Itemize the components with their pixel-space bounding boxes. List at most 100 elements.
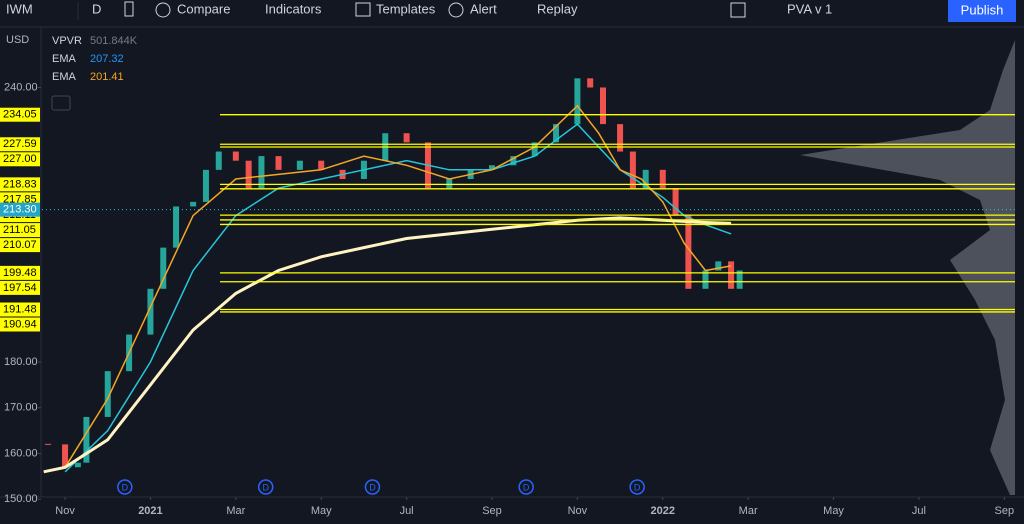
legend-name: EMA: [52, 53, 77, 65]
layout-name[interactable]: PVA v 1: [787, 1, 832, 16]
publish-label[interactable]: Publish: [961, 2, 1004, 17]
compare-icon[interactable]: [155, 2, 171, 18]
dividend-label: D: [262, 482, 269, 492]
interval[interactable]: D: [92, 1, 101, 16]
level-label-bg: [0, 302, 40, 317]
candle: [232, 151, 239, 161]
alert-icon[interactable]: [448, 2, 464, 18]
level-label: 217.85: [3, 193, 37, 205]
candle: [659, 169, 666, 189]
candle: [702, 270, 709, 289]
candle: [147, 288, 154, 335]
volume-profile: [800, 40, 1015, 495]
level-label-bg: [0, 238, 40, 253]
dividend-marker: [257, 479, 274, 495]
y-tick-label: 160.00: [4, 447, 38, 459]
candle: [629, 151, 636, 189]
level-label-bg: [0, 137, 40, 152]
candle: [318, 160, 325, 170]
y-tick-label: 180.00: [4, 356, 38, 368]
candle: [62, 444, 69, 468]
candle: [173, 206, 180, 248]
candle-icon[interactable]: [124, 1, 134, 17]
templates-icon[interactable]: [355, 2, 371, 17]
candle: [685, 215, 692, 289]
candle: [531, 142, 538, 157]
dividend-marker: [117, 479, 133, 495]
x-tick-label: Jul: [912, 505, 926, 517]
last-price-bg: [0, 202, 40, 217]
level-label: 191.48: [3, 303, 37, 315]
level-label-bg: [0, 223, 40, 238]
candle: [258, 156, 265, 189]
level-label: 218.83: [3, 178, 37, 190]
x-tick-label: Sep: [995, 505, 1015, 517]
legend-name: VPVR: [52, 35, 82, 47]
candle: [296, 160, 303, 170]
level-label: 199.48: [3, 267, 37, 279]
candle: [510, 156, 517, 166]
symbol[interactable]: IWM: [6, 1, 33, 16]
select-icon[interactable]: [730, 2, 746, 18]
x-tick-label: Sep: [482, 505, 502, 517]
dividend-label: D: [369, 482, 376, 492]
legend-value: 207.32: [90, 53, 124, 65]
candle: [215, 151, 222, 170]
level-label-bg: [0, 317, 40, 332]
candle: [446, 178, 453, 189]
x-tick-label: Nov: [55, 505, 75, 517]
level-label: 197.54: [3, 282, 37, 294]
candle: [672, 188, 679, 216]
y-tick-label: 240.00: [4, 81, 38, 93]
x-tick-label: May: [311, 505, 332, 517]
templates[interactable]: Templates: [376, 1, 436, 16]
dividend-label: D: [634, 482, 641, 492]
candle: [715, 261, 722, 271]
level-label-bg: [0, 177, 40, 192]
x-tick-label: 2022: [651, 505, 675, 517]
collapse-button[interactable]: [51, 95, 71, 111]
candle: [160, 247, 167, 289]
candle: [574, 78, 581, 125]
x-tick-label: May: [823, 505, 844, 517]
candle: [736, 270, 743, 289]
candle: [403, 133, 410, 143]
candle: [190, 201, 197, 207]
candle: [617, 124, 624, 152]
x-tick-label: Nov: [568, 505, 588, 517]
toolbar-bg: [0, 0, 1024, 27]
candle: [728, 261, 735, 289]
candle: [553, 124, 560, 143]
level-label-bg: [0, 152, 40, 167]
level-label-bg: [0, 107, 40, 122]
y-tick-label: 150.00: [4, 493, 38, 505]
candle: [104, 371, 111, 417]
publish-button[interactable]: [948, 0, 1016, 22]
candle: [587, 78, 594, 88]
alert[interactable]: Alert: [470, 1, 497, 16]
x-tick-label: Jul: [400, 505, 414, 517]
x-tick-label: 2021: [138, 505, 162, 517]
dividend-label: D: [122, 482, 129, 492]
dividend-label: D: [523, 482, 530, 492]
legend-name: EMA: [52, 71, 77, 83]
candle: [245, 160, 252, 189]
toolbar: IWM D Compare Indicators Templates Alert…: [0, 0, 1024, 27]
indicators[interactable]: Indicators: [265, 1, 322, 16]
indicator-line: [64, 123, 732, 473]
legend-value: 201.41: [90, 71, 124, 83]
candle: [202, 169, 209, 202]
dividend-marker: [629, 479, 645, 495]
compare[interactable]: Compare: [177, 1, 230, 16]
candle: [83, 416, 90, 463]
level-label-bg: [0, 265, 40, 280]
currency[interactable]: USD: [6, 34, 29, 46]
candle: [74, 462, 81, 468]
dividend-marker: [364, 479, 381, 495]
replay[interactable]: Replay: [537, 1, 578, 16]
candle: [488, 165, 495, 170]
x-tick-label: Mar: [226, 505, 245, 517]
level-label: 210.07: [3, 239, 37, 251]
